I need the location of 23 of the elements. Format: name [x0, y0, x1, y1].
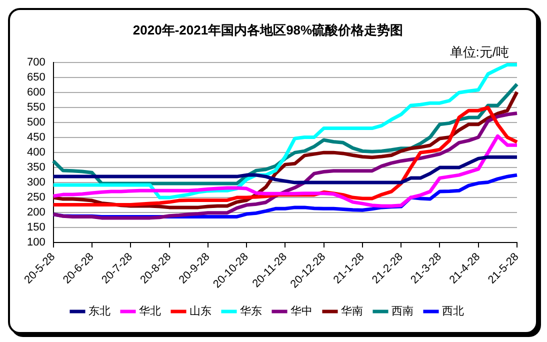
- y-tick-label: 650: [26, 72, 46, 84]
- y-tick-label: 150: [26, 222, 46, 234]
- legend-label: 西北: [442, 304, 464, 318]
- y-tick-label: 700: [26, 56, 46, 69]
- legend-label: 华东: [240, 304, 262, 318]
- legend-label: 华中: [290, 304, 312, 318]
- text: 单位:元/吨: [450, 44, 509, 60]
- y-tick-label: 200: [26, 206, 46, 219]
- y-tick-label: 600: [26, 86, 46, 99]
- y-tick-label: 400: [26, 146, 46, 159]
- legend-label: 山东: [190, 304, 212, 318]
- y-tick-label: 300: [26, 176, 46, 189]
- legend-label: 华南: [341, 304, 363, 318]
- legend-label: 华北: [139, 304, 161, 318]
- y-tick-label: 550: [26, 102, 46, 114]
- legend-label: 东北: [88, 304, 110, 318]
- y-tick-label: 500: [26, 116, 46, 129]
- legend-label: 西南: [392, 304, 414, 318]
- chart-title: 2020年-2021年国内各地区98%硫酸价格走势图: [132, 22, 404, 38]
- y-tick-label: 350: [26, 162, 46, 174]
- y-tick-label: 100: [26, 236, 46, 249]
- y-tick-label: 450: [26, 132, 46, 144]
- y-tick-label: 250: [26, 192, 46, 204]
